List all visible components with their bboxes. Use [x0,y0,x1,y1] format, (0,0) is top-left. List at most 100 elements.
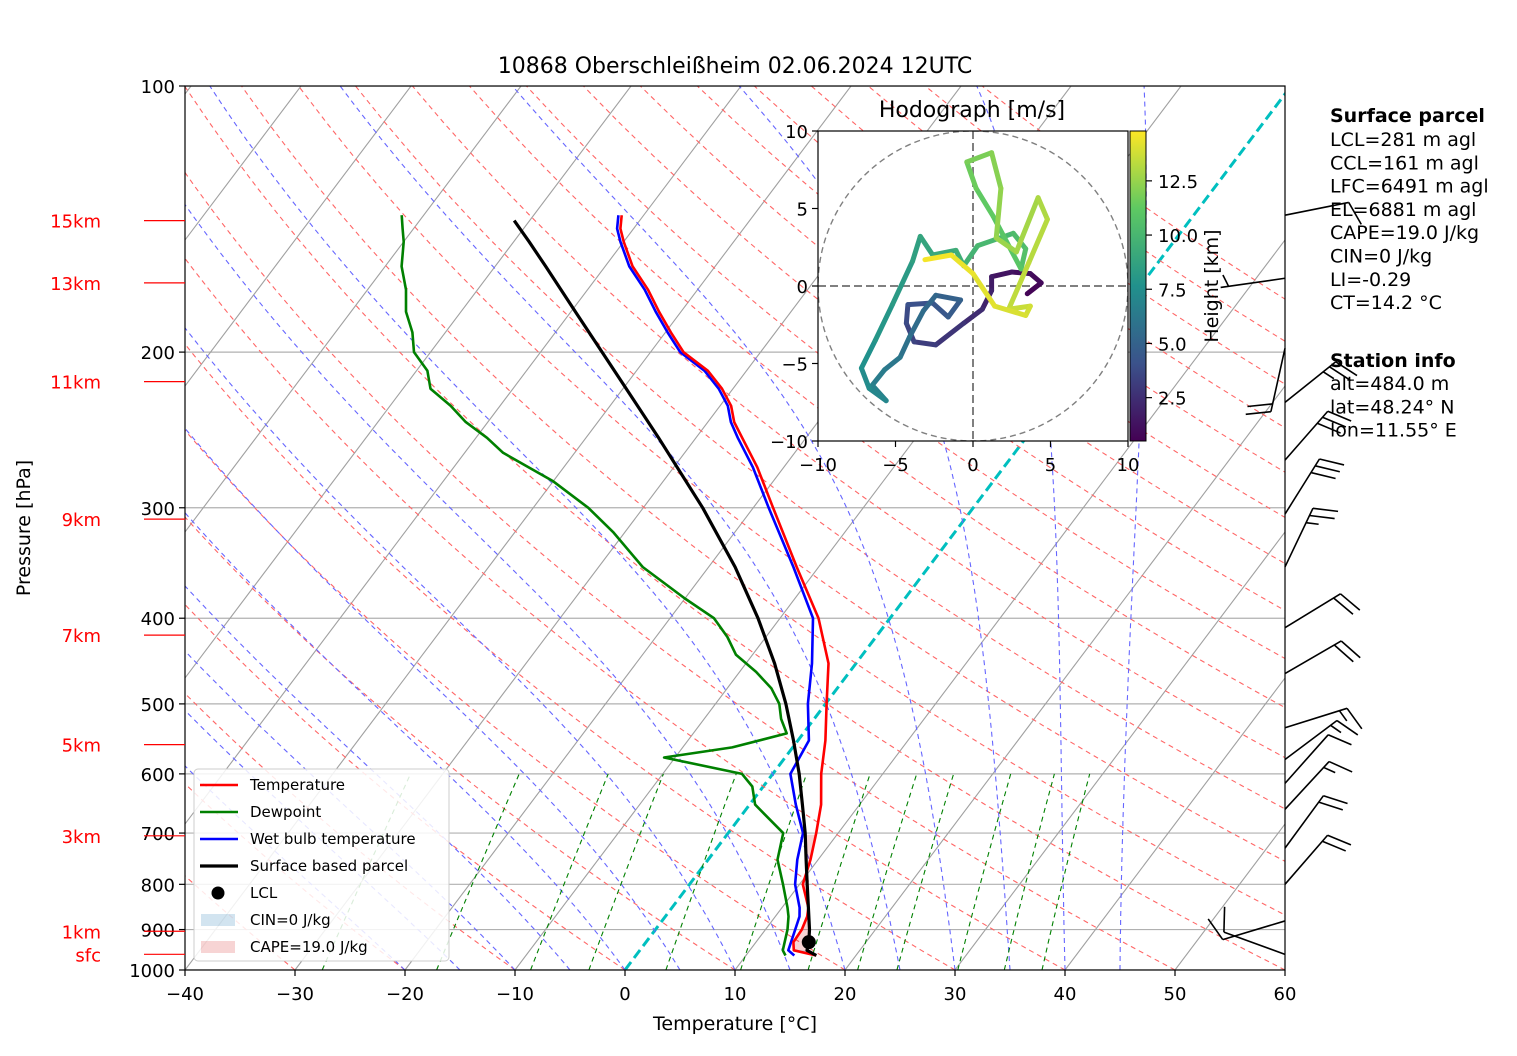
wind-barb-flag [1309,514,1335,520]
dry-adiabat-line [185,171,1176,970]
wind-barb-flag [1312,507,1339,513]
hodograph-segment [979,288,995,312]
surface-parcel-line: CAPE=19.0 J/kg [1330,222,1479,244]
surface-parcel-line: CIN=0 J/kg [1330,246,1432,268]
wind-barb-half-flag [1222,274,1230,287]
wind-barb-flag [1323,794,1348,805]
wind-barb-flag [1247,403,1273,408]
colorbar-tick-label: 2.5 [1158,389,1187,410]
hodograph-segment [964,150,995,165]
wind-barb-half-flag [1322,371,1335,380]
hodograph-segment [993,235,1019,255]
isotherm-line [185,86,302,241]
height-marker-label: 3km [62,827,101,848]
y-tick-label: 1000 [129,961,175,982]
surface-parcel-line: CCL=161 m agl [1330,152,1479,174]
legend: Temperature Dewpoint Wet bulb temperature S… [193,768,450,962]
colorbar-label: Height [km] [1201,229,1223,342]
y-tick-label: 800 [141,875,175,896]
colorbar-tick-label: 5.0 [1158,334,1187,355]
hodograph-segment [866,385,889,404]
hodograph-segment [920,292,939,314]
hodograph-segment [933,292,964,303]
legend-swatch-cin [201,914,235,926]
hodograph-segment [911,339,939,348]
hodograph-segment [910,233,923,264]
hodograph-segment [989,150,1004,191]
dry-adiabat-line [696,86,1285,519]
y-tick-label: 400 [141,609,175,630]
hodo-x-tick-label: −5 [882,455,909,476]
dry-adiabat-line [241,86,1285,916]
moist-adiabat-line [185,327,736,970]
hodograph-segment [1006,303,1033,312]
hodograph-segment [1006,260,1032,312]
hodograph-segment [993,185,1004,241]
wind-barb [1284,593,1361,629]
hodograph-segment [930,300,951,320]
wind-barb [1284,707,1363,730]
height-marker-label: 13km [50,274,101,295]
legend-label-dewpoint: Dewpoint [250,803,321,821]
parcel-line [512,219,818,957]
hodograph-segment [917,233,936,258]
legend-label-temperature: Temperature [249,776,345,794]
wind-barb-flag [1348,202,1362,225]
wind-barb-staff [1222,920,1286,941]
wind-barb-staff [1284,458,1321,515]
x-tick-label: 60 [1274,984,1297,1005]
hodograph-segment [961,243,981,269]
hodograph-segment [961,306,985,326]
hodograph-segment [948,252,976,277]
background-lines [185,86,1285,970]
hodograph-segment [889,258,916,308]
wind-barb-flag [1333,644,1354,663]
wind-barb-flag [1223,906,1226,933]
station-info-line: alt=484.0 m [1330,373,1449,395]
wind-barb [1284,640,1361,675]
legend-label-lcl: LCL [250,884,278,902]
wind-barb-staff [1284,834,1329,885]
wind-barb-staff [1284,719,1338,761]
chart-title: 10868 Oberschleißheim 02.06.2024 12UTC [498,54,973,79]
dry-adiabat-line [185,257,1066,970]
legend-entries: Temperature Dewpoint Wet bulb temperature S… [200,776,416,956]
height-marker-label: 15km [50,212,101,233]
mixing-ratio-line [957,773,1012,970]
height-marker-label: 9km [62,510,101,531]
isotherm-line [954,531,1285,970]
x-tick-label: 20 [834,984,857,1005]
dry-adiabat-line [411,86,1285,759]
wind-barb-staff [1223,931,1286,956]
hodograph-segment [858,337,878,371]
wind-barbs [1207,201,1363,956]
wind-barb [1284,507,1339,568]
hodograph-ticks: −10 −5 0 5 10 −10 −5 0 5 10 [770,122,1139,476]
wind-barb [1284,834,1352,885]
mixing-ratio-line [740,773,808,970]
x-tick-label: −40 [166,984,204,1005]
wind-barb-flag [1328,760,1353,773]
x-tick-label: −20 [386,984,424,1005]
wind-barb-flag [1339,593,1361,611]
dry-adiabat-line [185,429,846,970]
x-tick-label: −30 [276,984,314,1005]
hodograph: Hodograph [m/s] −10 −5 0 5 10 −10 −5 0 5 10 2.5 5.… [770,98,1223,476]
wind-barb-flag [1207,918,1224,941]
y-tick-label: 100 [141,77,175,98]
wind-barb [1284,361,1358,404]
x-tick-label: 50 [1164,984,1187,1005]
legend-box [193,768,450,962]
dry-adiabat-line [185,86,1285,970]
wind-barb [1284,760,1353,810]
zero-isotherm-line [623,91,1285,970]
dry-adiabat-line [185,516,736,970]
wind-barb-flag [1245,410,1271,416]
moist-adiabat-line [185,585,571,970]
wind-barb-staff [1270,348,1286,412]
wind-barb [1284,458,1345,515]
